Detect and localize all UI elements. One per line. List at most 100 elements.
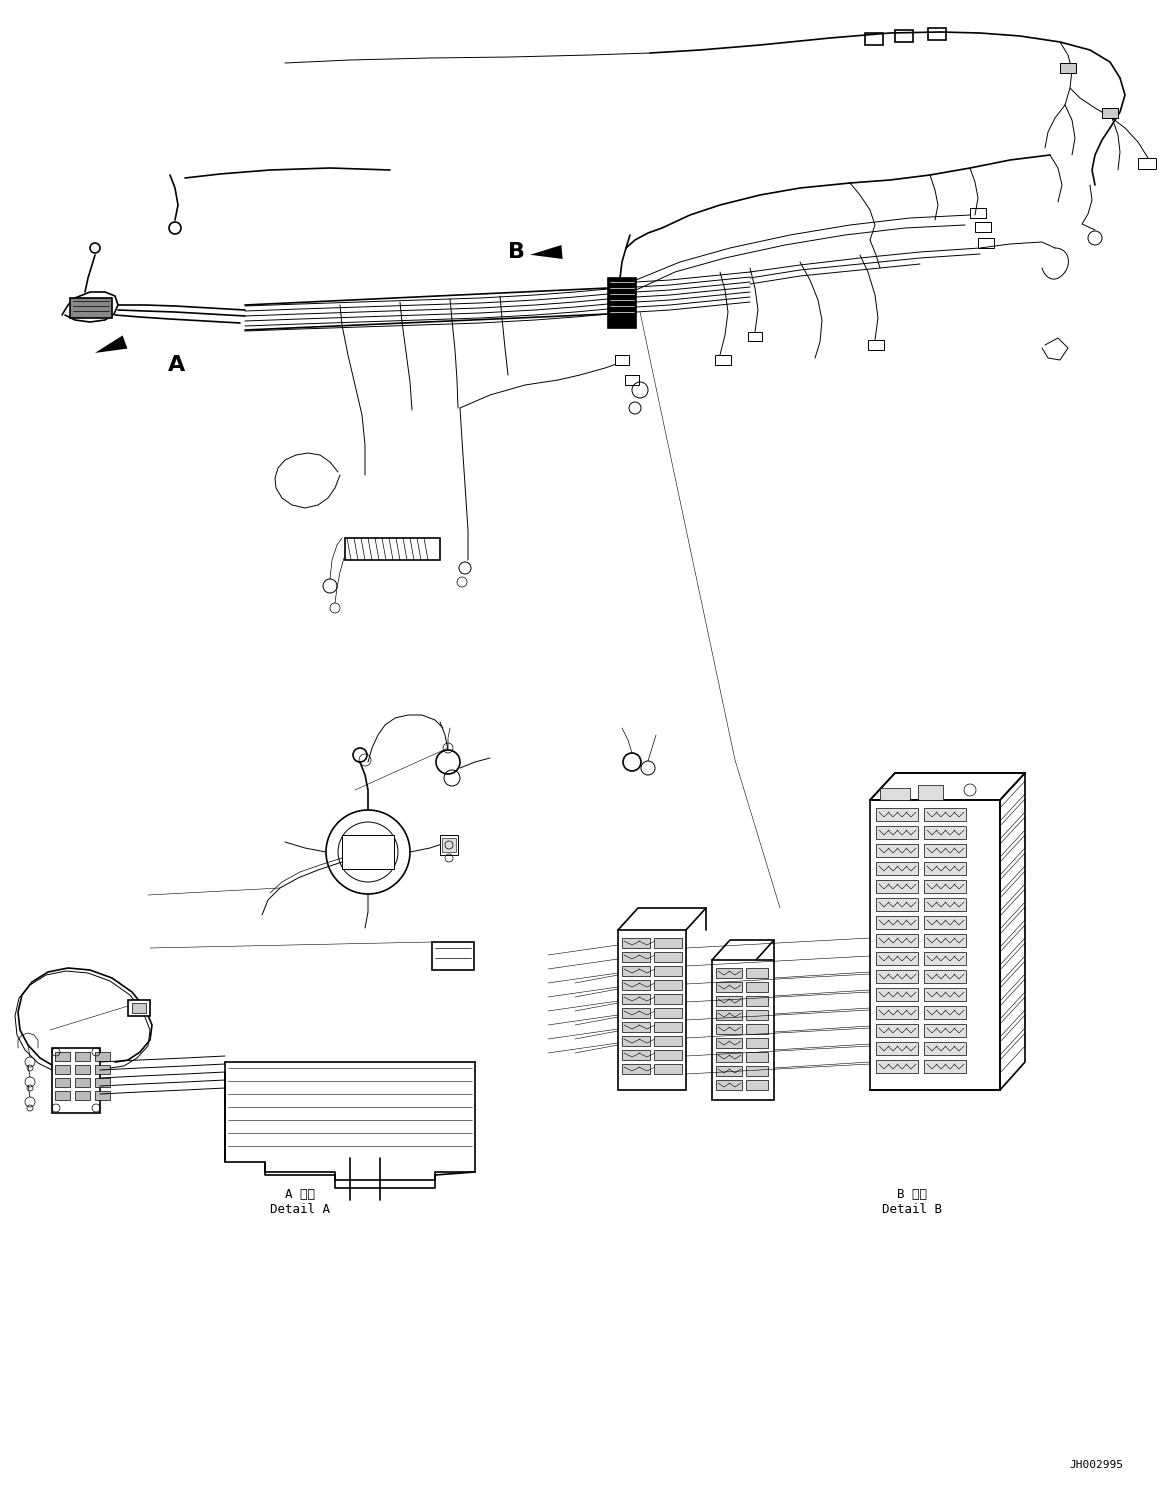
Bar: [876, 1042, 918, 1055]
Bar: [654, 994, 682, 1004]
Bar: [876, 917, 918, 929]
Bar: [74, 1065, 90, 1074]
Bar: [923, 934, 966, 946]
Bar: [975, 222, 991, 232]
Bar: [876, 1024, 918, 1037]
Bar: [131, 1003, 147, 1013]
Bar: [615, 356, 629, 365]
Bar: [654, 1022, 682, 1033]
Bar: [55, 1077, 70, 1088]
Bar: [876, 897, 918, 911]
Bar: [923, 1024, 966, 1037]
Bar: [654, 966, 682, 976]
Bar: [745, 982, 768, 992]
Bar: [923, 862, 966, 875]
Bar: [654, 981, 682, 990]
Bar: [896, 30, 913, 42]
Bar: [654, 1051, 682, 1059]
Bar: [876, 862, 918, 875]
Bar: [923, 970, 966, 984]
Bar: [55, 1065, 70, 1074]
Bar: [342, 835, 394, 869]
Bar: [716, 982, 742, 992]
Bar: [55, 1052, 70, 1061]
Bar: [712, 960, 775, 1100]
Bar: [74, 1091, 90, 1100]
Bar: [978, 238, 994, 248]
Bar: [716, 1010, 742, 1019]
Bar: [716, 1052, 742, 1062]
Bar: [716, 1039, 742, 1048]
Bar: [716, 1065, 742, 1076]
Bar: [622, 1036, 650, 1046]
Bar: [654, 1036, 682, 1046]
Bar: [345, 539, 440, 559]
Bar: [923, 808, 966, 821]
Bar: [745, 1065, 768, 1076]
Bar: [876, 879, 918, 893]
Bar: [745, 969, 768, 978]
Bar: [95, 1052, 110, 1061]
Bar: [923, 952, 966, 966]
Bar: [745, 1024, 768, 1034]
Bar: [880, 789, 909, 801]
Bar: [440, 835, 458, 856]
Bar: [622, 966, 650, 976]
Polygon shape: [95, 335, 128, 353]
Bar: [95, 1077, 110, 1088]
Bar: [52, 1048, 100, 1113]
Bar: [625, 375, 638, 385]
Circle shape: [358, 842, 378, 862]
Bar: [876, 970, 918, 984]
Bar: [618, 930, 686, 1091]
Bar: [923, 1042, 966, 1055]
Bar: [865, 33, 883, 45]
Bar: [622, 1051, 650, 1059]
Bar: [55, 1091, 70, 1100]
Text: A 詳細
Detail A: A 詳細 Detail A: [270, 1187, 330, 1216]
Bar: [716, 1024, 742, 1034]
Bar: [716, 995, 742, 1006]
Bar: [95, 1065, 110, 1074]
Bar: [876, 808, 918, 821]
Bar: [622, 1007, 650, 1018]
Bar: [876, 934, 918, 946]
Bar: [622, 952, 650, 963]
Text: A: A: [167, 356, 185, 375]
Bar: [876, 826, 918, 839]
Bar: [876, 844, 918, 857]
Bar: [74, 1052, 90, 1061]
Bar: [622, 1064, 650, 1074]
Bar: [431, 942, 475, 970]
Polygon shape: [530, 246, 563, 259]
Bar: [876, 1059, 918, 1073]
Bar: [745, 1010, 768, 1019]
Bar: [923, 844, 966, 857]
Bar: [923, 1006, 966, 1019]
Bar: [745, 1052, 768, 1062]
Bar: [923, 897, 966, 911]
Bar: [876, 952, 918, 966]
Bar: [654, 1007, 682, 1018]
Bar: [654, 1064, 682, 1074]
Bar: [622, 1022, 650, 1033]
Bar: [654, 952, 682, 963]
Bar: [608, 278, 636, 327]
Bar: [622, 994, 650, 1004]
Bar: [748, 332, 762, 341]
Text: B: B: [508, 243, 525, 262]
Bar: [1103, 109, 1118, 118]
Bar: [928, 28, 946, 40]
Bar: [970, 208, 986, 219]
Bar: [654, 937, 682, 948]
Bar: [923, 826, 966, 839]
Bar: [876, 1006, 918, 1019]
Bar: [745, 1039, 768, 1048]
Text: JH002995: JH002995: [1069, 1460, 1123, 1470]
Bar: [1139, 158, 1156, 170]
Bar: [745, 1080, 768, 1091]
Bar: [923, 917, 966, 929]
Bar: [868, 339, 884, 350]
Bar: [622, 937, 650, 948]
Bar: [128, 1000, 150, 1016]
